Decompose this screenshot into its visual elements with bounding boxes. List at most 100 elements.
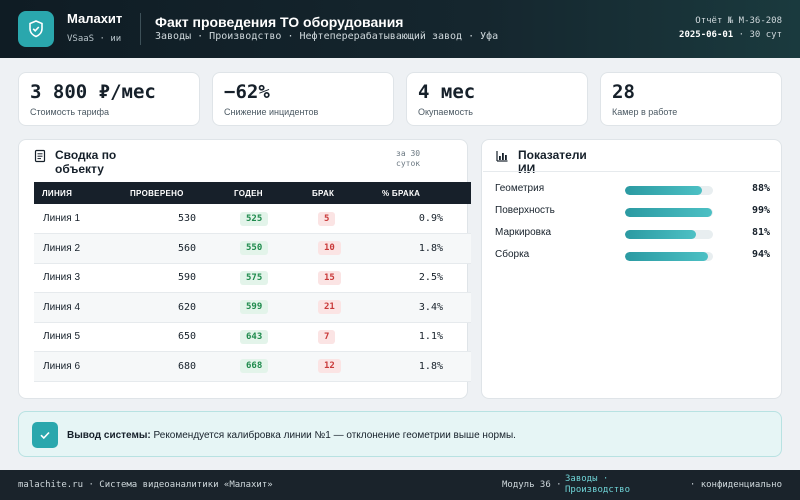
table-row[interactable]: Линия 3 590 575 15 2.5% (34, 263, 471, 293)
table-row[interactable]: Линия 4 620 599 21 3.4% (34, 292, 471, 323)
report-date: 2025-06-01 (679, 30, 734, 40)
ai-metric-value: 88% (751, 183, 770, 194)
cell-checked: 560 (122, 233, 226, 264)
ai-title: Показатели ИИ (518, 148, 587, 176)
page-title: Факт проведения ТО оборудования (155, 14, 404, 30)
column-header[interactable]: ГОДЕН (234, 188, 263, 198)
column-header[interactable]: % БРАКА (382, 188, 421, 198)
cell-defect: 10 (304, 233, 374, 264)
ai-metric-name: Геометрия (495, 183, 545, 194)
ai-metric-name: Поверхность (495, 205, 555, 216)
column-header[interactable]: ЛИНИЯ (42, 188, 73, 198)
ai-metric-fill (625, 208, 713, 217)
cell-line: Линия 2 (34, 233, 122, 264)
system-conclusion: Вывод системы: Рекомендуется калибровка … (18, 411, 782, 457)
conclusion-label: Вывод системы: (67, 430, 151, 441)
good-badge: 643 (240, 329, 269, 344)
cell-defect-pct: 3.4% (374, 292, 471, 323)
table-row[interactable]: Линия 5 650 643 7 1.1% (34, 322, 471, 352)
defect-badge: 15 (318, 270, 341, 285)
footer-module: Модуль 36 · (502, 480, 562, 490)
defect-badge: 12 (318, 359, 341, 374)
app-footer: malachite.ru · Система видеоаналитики «М… (0, 470, 800, 500)
ai-metric-bar (625, 186, 713, 195)
footer-confidential: · конфиденциально (689, 480, 782, 490)
summary-panel: Сводка по объекту за 30 суток ЛИНИЯ ПРОВ… (18, 139, 471, 399)
cell-checked: 680 (122, 351, 226, 382)
cell-checked: 620 (122, 292, 226, 323)
cell-checked: 650 (122, 322, 226, 352)
kpi-value: 3 800 ₽/мес (30, 81, 156, 103)
ai-metric-row: Поверхность 99% (495, 205, 770, 219)
good-badge: 575 (240, 270, 269, 285)
kpi-value: −62% (224, 81, 270, 103)
ai-metrics-panel: Показатели ИИ Геометрия 88% Поверхность 99%… (481, 139, 782, 399)
column-header[interactable]: ПРОВЕРЕНО (130, 188, 184, 198)
ai-metric-name: Сборка (495, 249, 530, 260)
good-badge: 525 (240, 211, 269, 226)
check-icon (40, 431, 50, 440)
ai-metric-row: Маркировка 81% (495, 227, 770, 241)
brand-name: Малахит (67, 11, 123, 26)
defect-badge: 21 (318, 300, 341, 315)
kpi-label: Снижение инцидентов (224, 107, 319, 117)
cell-defect-pct: 1.8% (374, 233, 471, 264)
report-info: Отчёт № M-36-208 2025-06-01 · 30 сут (662, 14, 782, 42)
kpi-card-cameras: 28 Камер в работе (600, 72, 782, 126)
breadcrumb[interactable]: Заводы · Производство · Нефтеперерабатыв… (155, 31, 499, 42)
cell-defect: 7 (304, 322, 374, 352)
divider (483, 171, 780, 172)
cell-line: Линия 5 (34, 322, 122, 352)
cell-line: Линия 4 (34, 292, 122, 323)
cell-defect-pct: 2.5% (374, 263, 471, 293)
report-date-line: 2025-06-01 · 30 сут (662, 28, 782, 42)
ai-metric-bar (625, 230, 713, 239)
cell-defect: 21 (304, 292, 374, 323)
kpi-card-payback: 4 мес Окупаемость (406, 72, 588, 126)
cell-good: 668 (226, 351, 304, 382)
bar-chart-icon (496, 151, 508, 162)
cell-line: Линия 3 (34, 263, 122, 293)
cell-good: 599 (226, 292, 304, 323)
table-row[interactable]: Линия 1 530 525 5 0.9% (34, 204, 471, 234)
shield-check-icon (29, 20, 43, 38)
cell-good: 643 (226, 322, 304, 352)
cell-checked: 590 (122, 263, 226, 293)
kpi-label: Окупаемость (418, 107, 473, 117)
ai-metric-bar (625, 252, 713, 261)
summary-table: ЛИНИЯ ПРОВЕРЕНО ГОДЕН БРАК % БРАКА Линия… (34, 182, 471, 382)
kpi-value: 28 (612, 81, 635, 103)
footer-section[interactable]: Заводы · Производство (565, 474, 631, 495)
cell-defect-pct: 0.9% (374, 204, 471, 234)
good-badge: 599 (240, 300, 269, 315)
table-row[interactable]: Линия 2 560 550 10 1.8% (34, 233, 471, 264)
brand-subtitle: VSaaS · ии (67, 34, 122, 44)
document-icon (34, 149, 46, 163)
logo (18, 11, 54, 47)
cell-line: Линия 1 (34, 204, 122, 234)
kpi-label: Камер в работе (612, 107, 678, 117)
ai-metric-value: 94% (751, 249, 770, 260)
kpi-label: Стоимость тарифа (30, 107, 110, 117)
footer-site[interactable]: malachite.ru · Система видеоаналитики «М… (18, 480, 273, 490)
kpi-card-incidents: −62% Снижение инцидентов (212, 72, 394, 126)
conclusion-text: Рекомендуется калибровка линии №1 — откл… (153, 430, 516, 441)
defect-badge: 7 (318, 329, 336, 344)
defect-badge: 5 (318, 211, 336, 226)
cell-good: 550 (226, 233, 304, 264)
report-period: · 30 сут (738, 30, 782, 40)
summary-title: Сводка по объекту (55, 148, 117, 176)
ai-metric-fill (625, 252, 708, 261)
app-header: Малахит VSaaS · ии Факт проведения ТО об… (0, 0, 800, 58)
summary-period: за 30 суток (396, 149, 421, 168)
kpi-value: 4 мес (418, 81, 476, 103)
kpi-card-tariff: 3 800 ₽/мес Стоимость тарифа (18, 72, 200, 126)
ai-metric-value: 81% (751, 227, 770, 238)
column-header[interactable]: БРАК (312, 188, 335, 198)
ai-metric-name: Маркировка (495, 227, 552, 238)
conclusion-text-block: Вывод системы: Рекомендуется калибровка … (67, 429, 517, 443)
cell-defect: 5 (304, 204, 374, 234)
cell-defect: 12 (304, 351, 374, 382)
conclusion-badge (32, 422, 58, 448)
table-row[interactable]: Линия 6 680 668 12 1.8% (34, 351, 471, 382)
